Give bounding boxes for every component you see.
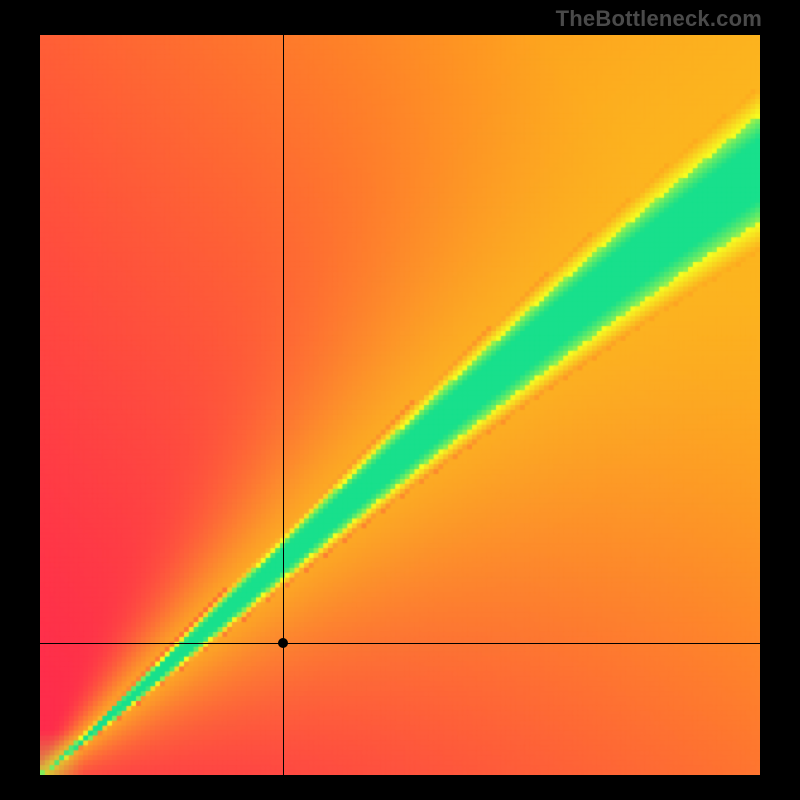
crosshair-vertical-line [283,35,284,775]
bottleneck-heatmap [40,35,760,775]
crosshair-marker-dot [278,638,288,648]
watermark-text: TheBottleneck.com [556,6,762,32]
crosshair-horizontal-line [40,643,760,644]
chart-frame: TheBottleneck.com [0,0,800,800]
